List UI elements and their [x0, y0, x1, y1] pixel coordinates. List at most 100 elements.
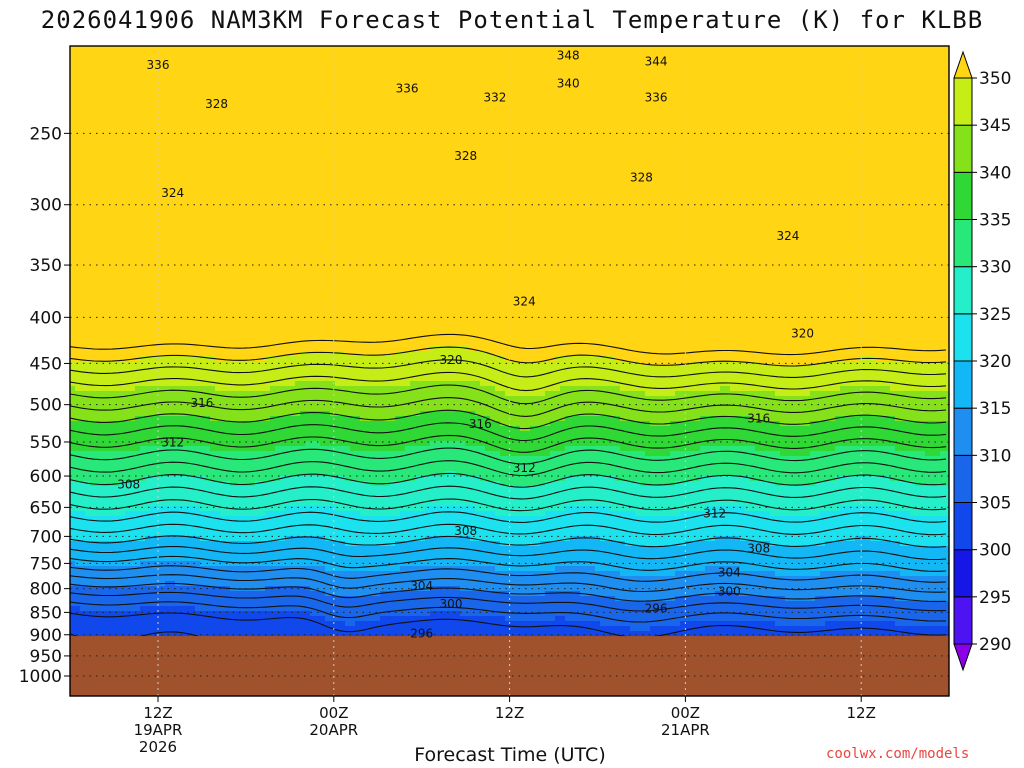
theta-cell — [135, 121, 141, 127]
theta-cell — [580, 131, 586, 137]
theta-cell — [370, 121, 376, 127]
theta-cell — [550, 136, 556, 142]
theta-cell — [840, 171, 846, 177]
theta-cell — [85, 66, 91, 72]
theta-cell — [365, 181, 371, 187]
theta-cell — [425, 96, 431, 102]
theta-cell — [920, 91, 926, 97]
theta-cell — [390, 96, 396, 102]
theta-cell — [630, 156, 636, 162]
theta-cell — [170, 136, 176, 142]
theta-cell — [845, 111, 851, 117]
theta-cell — [935, 151, 941, 157]
theta-cell — [565, 86, 571, 92]
theta-cell — [260, 86, 266, 92]
theta-cell — [350, 51, 356, 57]
theta-cell — [475, 141, 481, 147]
theta-cell — [750, 106, 756, 112]
theta-cell — [635, 121, 641, 127]
theta-cell — [895, 86, 901, 92]
theta-cell — [710, 146, 716, 152]
theta-cell — [445, 176, 451, 182]
theta-cell — [945, 121, 949, 127]
theta-cell — [680, 171, 686, 177]
theta-cell — [650, 76, 656, 82]
theta-cell — [905, 51, 911, 57]
theta-cell — [475, 181, 481, 187]
potential-temperature-fill — [70, 46, 949, 642]
theta-cell — [795, 111, 801, 117]
theta-cell — [185, 96, 191, 102]
theta-cell — [425, 76, 431, 82]
theta-cell — [570, 56, 576, 62]
theta-cell — [920, 151, 926, 157]
theta-cell — [280, 146, 286, 152]
theta-cell — [205, 166, 211, 172]
theta-cell — [305, 131, 311, 137]
theta-cell — [355, 71, 361, 77]
theta-cell — [510, 71, 516, 77]
theta-cell — [80, 51, 86, 57]
theta-cell — [235, 56, 241, 62]
theta-cell — [515, 46, 521, 52]
theta-cell — [160, 81, 166, 87]
theta-cell — [760, 86, 766, 92]
theta-cell — [375, 101, 381, 107]
theta-cell — [585, 61, 591, 67]
theta-cell — [735, 81, 741, 87]
theta-cell — [170, 46, 176, 52]
theta-cell — [170, 186, 176, 192]
theta-cell — [730, 66, 736, 72]
theta-cell — [675, 46, 681, 52]
theta-cell — [85, 161, 91, 167]
theta-cell — [480, 146, 486, 152]
theta-cell — [385, 151, 391, 157]
theta-cell — [180, 46, 186, 52]
theta-cell — [395, 181, 401, 187]
theta-cell — [515, 151, 521, 157]
theta-cell — [85, 136, 91, 142]
theta-cell — [905, 146, 911, 152]
theta-cell — [260, 46, 266, 52]
theta-cell — [890, 76, 896, 82]
theta-cell — [705, 71, 711, 77]
theta-cell — [175, 136, 181, 142]
theta-cell — [550, 101, 556, 107]
theta-cell — [460, 56, 466, 62]
theta-cell — [150, 171, 156, 177]
theta-cell — [720, 71, 726, 77]
theta-cell — [680, 96, 686, 102]
theta-cell — [645, 161, 651, 167]
theta-cell — [100, 136, 106, 142]
theta-cell — [720, 166, 726, 172]
theta-cell — [855, 121, 861, 127]
theta-cell — [940, 141, 946, 147]
theta-cell — [95, 186, 101, 192]
theta-cell — [810, 106, 816, 112]
theta-cell — [220, 156, 226, 162]
theta-cell — [870, 46, 876, 52]
theta-cell — [615, 91, 621, 97]
theta-cell — [460, 106, 466, 112]
theta-cell — [725, 171, 731, 177]
theta-cell — [195, 81, 201, 87]
theta-cell — [835, 71, 841, 77]
theta-cell — [220, 66, 226, 72]
theta-cell — [280, 136, 286, 142]
theta-cell — [520, 116, 526, 122]
theta-cell — [180, 66, 186, 72]
theta-cell — [650, 121, 656, 127]
theta-cell — [220, 101, 226, 107]
theta-cell — [90, 81, 96, 87]
theta-cell — [380, 141, 386, 147]
theta-cell — [935, 141, 941, 147]
theta-cell — [775, 66, 781, 72]
theta-cell — [315, 66, 321, 72]
theta-cell — [755, 161, 761, 167]
theta-cell — [365, 46, 371, 52]
theta-cell — [650, 61, 656, 67]
theta-cell — [455, 46, 461, 52]
theta-cell — [790, 176, 796, 182]
theta-cell — [940, 116, 946, 122]
theta-cell — [255, 51, 261, 57]
